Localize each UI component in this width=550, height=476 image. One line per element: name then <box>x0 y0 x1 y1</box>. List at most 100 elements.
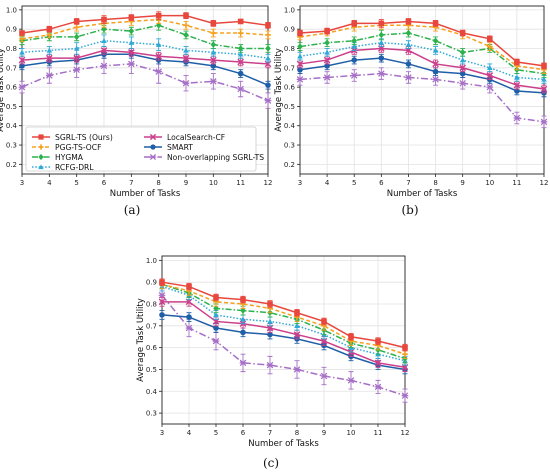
y-tick-label: 1.0 <box>284 6 295 14</box>
marker-square <box>210 20 217 27</box>
marker-star <box>350 72 358 79</box>
x-tick-label: 8 <box>156 179 160 187</box>
x-tick-label: 5 <box>74 179 78 187</box>
marker-square <box>186 283 192 290</box>
marker-square <box>213 294 219 301</box>
y-tick-label: 0.7 <box>6 64 17 72</box>
y-axis-label: Average Task Utility <box>0 48 6 132</box>
marker-plus <box>237 30 244 36</box>
marker-square <box>155 12 162 19</box>
x-tick-label: 11 <box>512 179 521 187</box>
marker-triangle <box>240 316 246 322</box>
marker-x <box>158 298 166 306</box>
chart-panel-1: 0.2 0.3 0.4 0.5 0.6 0.7 0.8 0.9 1.0 3 4 5 6 7 8 9 10 11 12… <box>0 5 272 217</box>
marker-triangle <box>210 49 217 55</box>
x-tick-label: 10 <box>209 179 218 187</box>
marker-square <box>486 36 493 42</box>
marker-star <box>378 70 385 77</box>
marker-triangle <box>351 43 358 49</box>
marker-circle <box>237 70 244 77</box>
x-tick-label: 3 <box>160 429 164 437</box>
series-smart <box>19 49 271 90</box>
marker-triangle <box>486 64 493 71</box>
series-hygma <box>297 28 547 78</box>
marker-star <box>46 72 53 79</box>
y-tick-label: 1.0 <box>146 257 157 265</box>
marker-square <box>321 318 327 325</box>
marker-circle <box>210 63 217 69</box>
x-tick-label: 11 <box>236 179 245 187</box>
series-line <box>162 301 406 369</box>
series-hygma <box>19 20 271 53</box>
chart-panel-2: 0.2 0.3 0.4 0.5 0.6 0.7 0.8 0.9 1.0 3 4 5 6 7 8 9 10 11 12… <box>274 5 548 217</box>
marker-plus <box>73 24 80 31</box>
marker-square <box>265 22 271 29</box>
marker-square <box>237 18 244 25</box>
legend-item: LocalSearch-CF <box>144 133 225 142</box>
y-tick-label: 0.2 <box>6 161 17 169</box>
series-non-overlapping-sgrl-ts <box>158 288 409 403</box>
marker-star <box>347 377 355 384</box>
x-tick-label: 8 <box>295 429 299 437</box>
marker-triangle <box>237 51 244 57</box>
series-line <box>21 24 268 50</box>
marker-square <box>351 20 358 27</box>
marker-triangle <box>267 318 273 324</box>
marker-circle <box>324 63 330 69</box>
marker-circle <box>150 144 156 150</box>
y-tick-label: 0.3 <box>284 142 295 150</box>
marker-square <box>541 63 547 69</box>
legend-label: HYGMA <box>55 153 84 162</box>
x-tick-label: 8 <box>433 179 437 187</box>
series-rcfg-drl <box>297 38 547 84</box>
x-tick-label: 9 <box>322 429 326 437</box>
series-smart <box>159 310 408 375</box>
series-sgrl-ts-ours- <box>159 278 408 352</box>
marker-triangle <box>213 312 219 318</box>
y-tick-label: 0.7 <box>146 322 157 330</box>
marker-plus <box>46 32 53 38</box>
marker-star <box>212 337 220 345</box>
marker-triangle <box>265 55 271 61</box>
marker-x <box>100 47 108 54</box>
marker-square <box>294 309 300 316</box>
marker-x <box>374 359 382 367</box>
marker-circle <box>432 68 439 75</box>
marker-plus <box>265 32 271 38</box>
x-tick-label: 12 <box>401 429 410 437</box>
series-line <box>299 41 545 81</box>
panel-caption: (c) <box>263 456 279 470</box>
marker-triangle <box>38 164 44 170</box>
legend-item: RCFG-DRL <box>32 163 94 172</box>
marker-star <box>486 83 494 91</box>
marker-circle <box>159 312 165 318</box>
marker-star <box>401 392 409 399</box>
series-non-overlapping-sgrl-ts <box>18 53 272 109</box>
marker-square <box>375 338 381 344</box>
y-tick-label: 0.4 <box>146 388 158 396</box>
marker-x <box>237 58 244 66</box>
marker-square <box>240 296 246 303</box>
marker-star <box>296 76 304 83</box>
marker-diamond <box>128 27 135 35</box>
marker-x <box>296 60 304 68</box>
marker-diamond <box>459 49 466 56</box>
marker-square <box>101 16 107 23</box>
y-tick-label: 0.8 <box>6 45 17 53</box>
y-tick-label: 0.6 <box>284 84 296 92</box>
x-tick-label: 9 <box>184 179 188 187</box>
marker-star <box>73 66 80 73</box>
marker-circle <box>240 329 246 336</box>
marker-square <box>402 344 408 351</box>
marker-circle <box>265 82 271 88</box>
series-line <box>299 20 545 67</box>
marker-triangle <box>101 37 107 43</box>
series-pgg-ts-ocf <box>159 279 408 359</box>
marker-triangle <box>324 49 330 55</box>
marker-x <box>155 52 162 60</box>
series-rcfg-drl <box>19 34 271 63</box>
series-line <box>299 72 545 123</box>
marker-square <box>183 12 189 19</box>
marker-x <box>73 54 80 62</box>
